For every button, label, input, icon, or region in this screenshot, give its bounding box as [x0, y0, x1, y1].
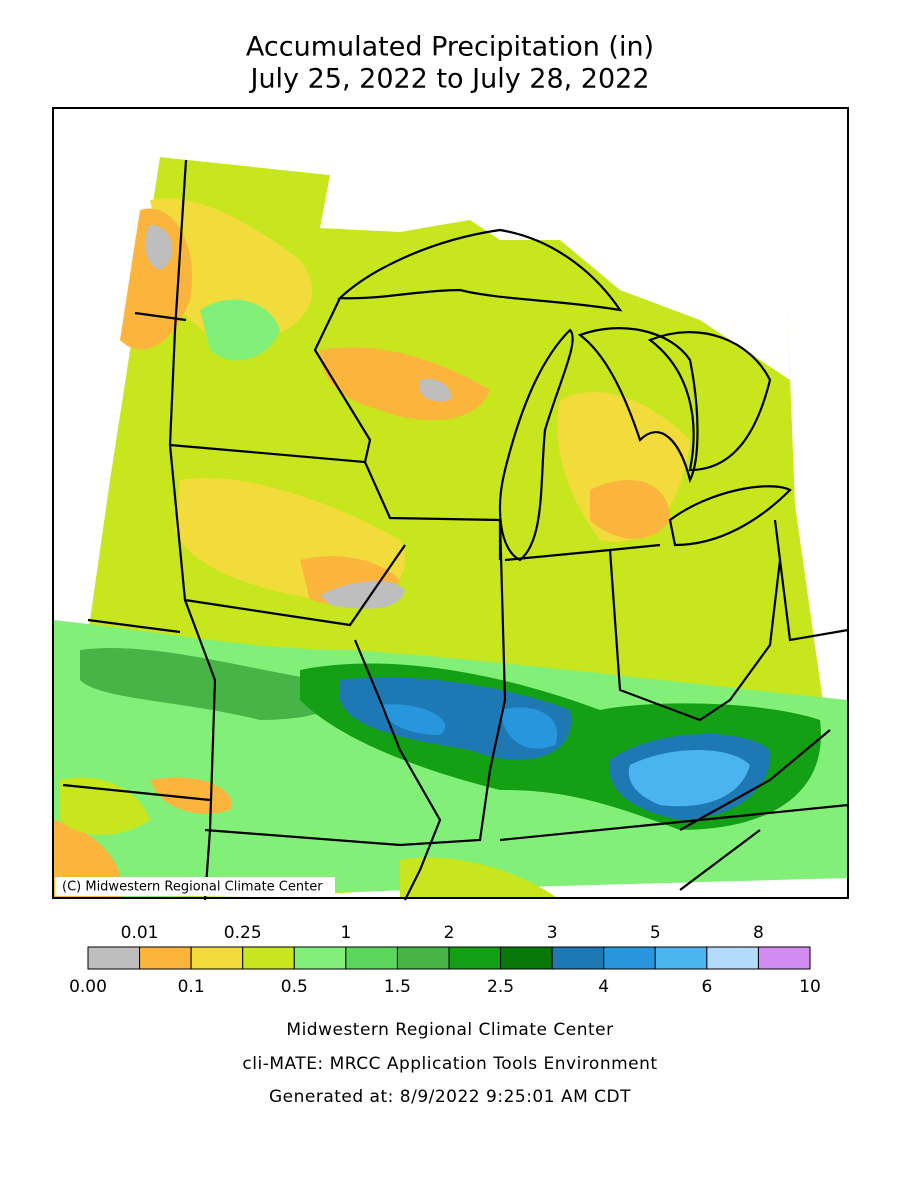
- legend-label: 1.5: [384, 977, 411, 997]
- legend-label: 8: [753, 923, 764, 943]
- legend-swatch: [603, 946, 656, 970]
- legend-swatch: [757, 946, 811, 970]
- legend-label: 1: [340, 923, 351, 943]
- legend-swatch: [139, 946, 192, 970]
- title: Accumulated Precipitation (in): [246, 32, 654, 63]
- legend-label: 5: [650, 923, 661, 943]
- legend-label: 4: [598, 977, 609, 997]
- map-credit: (C) Midwestern Regional Climate Center: [62, 880, 323, 895]
- legend: 0.00 0.01 0.1 0.25 0.5 1 1.5 2 2.5 3 4 5 6 8 10: [69, 923, 821, 997]
- legend-swatch: [87, 946, 141, 970]
- footer-line: Generated at: 8/9/2022 9:25:01 AM CDT: [269, 1087, 631, 1107]
- legend-label: 0.25: [224, 923, 262, 943]
- legend-swatch: [500, 946, 553, 970]
- legend-label: 0.1: [178, 977, 205, 997]
- legend-label: 10: [799, 977, 821, 997]
- footer-line: Midwestern Regional Climate Center: [286, 1020, 613, 1040]
- legend-swatch: [190, 946, 244, 970]
- legend-label: 0.00: [69, 977, 107, 997]
- subtitle: July 25, 2022 to July 28, 2022: [248, 64, 649, 95]
- legend-swatch: [242, 946, 295, 970]
- legend-swatch: [448, 946, 502, 970]
- legend-swatch: [345, 946, 398, 970]
- legend-label: 0.01: [121, 923, 159, 943]
- legend-swatch: [654, 946, 708, 970]
- legend-label: 3: [547, 923, 558, 943]
- legend-label: 2.5: [487, 977, 514, 997]
- legend-swatch: [706, 946, 759, 970]
- map: (C) Midwestern Regional Climate Center: [52, 107, 849, 901]
- footer-line: cli-MATE: MRCC Application Tools Environ…: [242, 1054, 657, 1074]
- legend-label: 6: [701, 977, 712, 997]
- legend-label: 0.5: [281, 977, 308, 997]
- legend-swatch: [293, 946, 347, 970]
- legend-swatch: [396, 946, 450, 970]
- legend-label: 2: [444, 923, 455, 943]
- legend-swatch: [551, 946, 605, 970]
